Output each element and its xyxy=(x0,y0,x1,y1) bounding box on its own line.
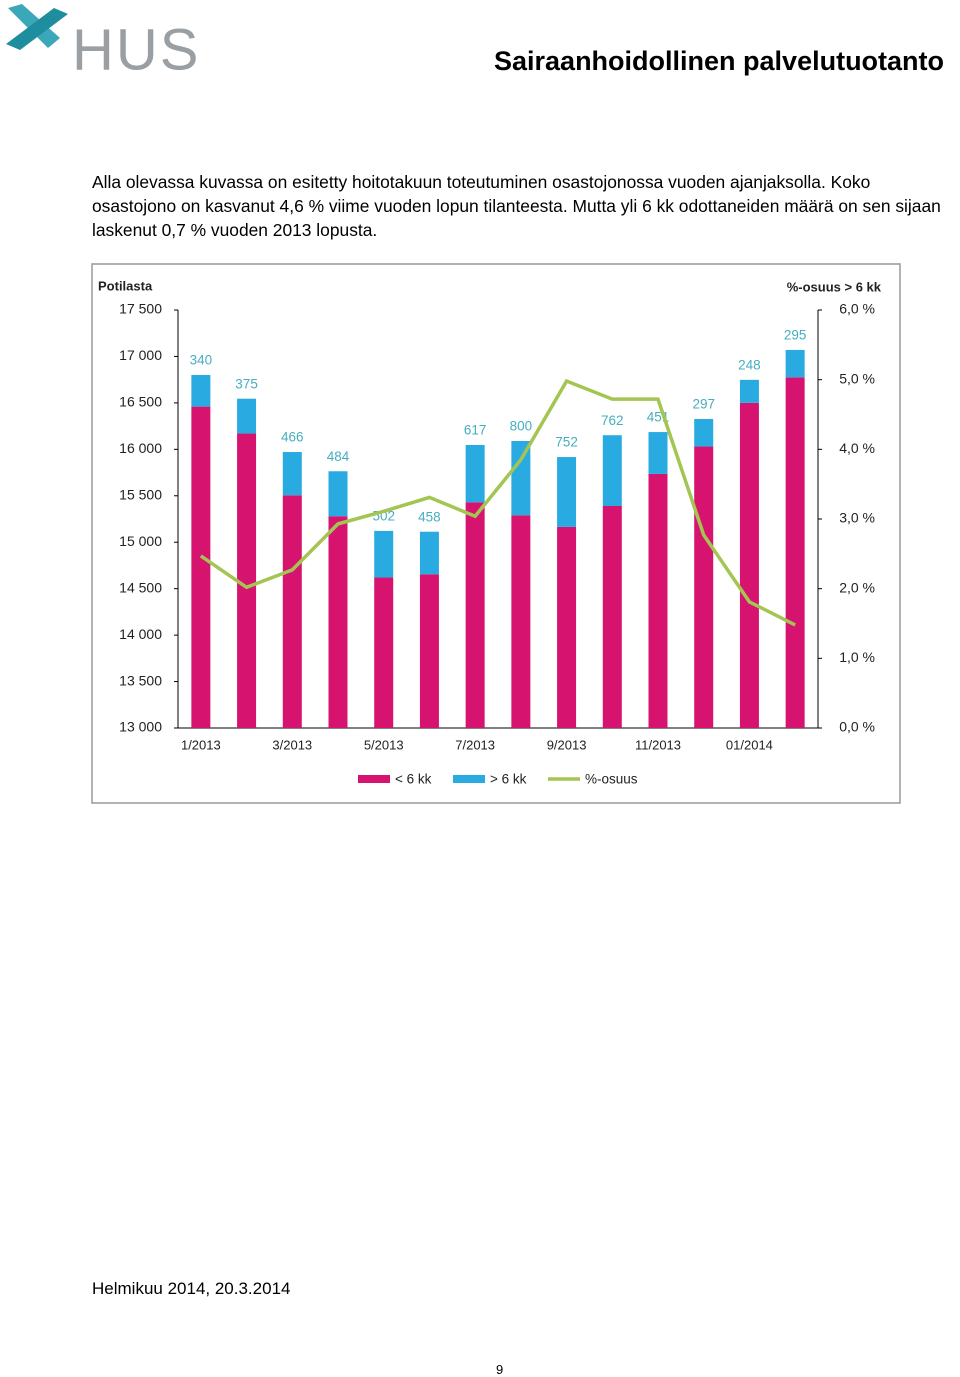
y2-tick-label: 2,0 % xyxy=(839,579,875,595)
legend-label: < 6 kk xyxy=(395,772,432,787)
y-tick-label: 14 500 xyxy=(119,579,162,595)
bar-segment xyxy=(739,379,759,403)
line-series xyxy=(199,378,796,627)
logo-text: HUS xyxy=(72,17,200,82)
legend-swatch xyxy=(358,775,390,783)
y-axis-title: Potilasta xyxy=(98,278,153,293)
chart-frame xyxy=(91,263,901,804)
logo: HUS xyxy=(6,4,200,82)
bar-segment xyxy=(282,495,302,728)
x-tick-label: 3/2013 xyxy=(272,737,312,752)
y-tick-label: 16 000 xyxy=(119,440,162,456)
data-label: 484 xyxy=(327,449,350,464)
bar-segment xyxy=(328,516,348,728)
x-tick-label: 7/2013 xyxy=(455,737,495,752)
bar-segment xyxy=(419,574,439,728)
y2-tick-label: 6,0 % xyxy=(839,301,875,317)
bar-segment xyxy=(602,505,622,728)
bar-segment xyxy=(374,530,394,578)
bar-segment xyxy=(694,446,714,728)
x-tick-label: 11/2013 xyxy=(635,737,681,752)
bar-segment xyxy=(785,349,805,378)
y2-tick-label: 0,0 % xyxy=(839,719,875,735)
x-tick-label: 01/2014 xyxy=(726,737,773,752)
data-label: 248 xyxy=(738,357,761,372)
x-tick-label: 9/2013 xyxy=(547,737,587,752)
x-tick-label: 5/2013 xyxy=(364,737,404,752)
y-tick-label: 13 000 xyxy=(119,719,162,735)
data-label: 617 xyxy=(464,423,487,438)
bar-segment xyxy=(237,433,257,728)
y2-tick-label: 5,0 % xyxy=(839,370,875,386)
bar-segment xyxy=(328,471,348,517)
legend-label: > 6 kk xyxy=(490,772,527,787)
bar-segment xyxy=(282,452,302,496)
y2-axis-title: %-osuus > 6 kk xyxy=(787,279,882,294)
data-label: 752 xyxy=(555,435,578,450)
data-label: 466 xyxy=(281,430,304,445)
bar-segment xyxy=(237,398,257,434)
page-title: Sairaanhoidollinen palvelutuotanto xyxy=(494,46,945,76)
bar-segment xyxy=(465,502,485,728)
legend-swatch xyxy=(453,775,485,783)
bar-segment xyxy=(602,435,622,506)
bar-segment xyxy=(694,418,714,447)
x-tick-label: 1/2013 xyxy=(181,737,221,752)
y2-tick-label: 3,0 % xyxy=(839,510,875,526)
bar-segment xyxy=(191,406,211,728)
footer-date: Helmikuu 2014, 20.3.2014 xyxy=(92,1279,291,1298)
bar-segment xyxy=(511,515,531,728)
data-label: 295 xyxy=(784,328,807,343)
page-number: 9 xyxy=(496,1362,504,1377)
y-tick-label: 15 500 xyxy=(119,486,162,502)
bar-segment xyxy=(785,377,805,728)
paragraph: Alla olevassa kuvassa on esitetty hoitot… xyxy=(92,172,941,240)
y-tick-label: 17 500 xyxy=(119,301,162,317)
bar-segment xyxy=(465,444,485,503)
y2-tick-label: 4,0 % xyxy=(839,440,875,456)
y-tick-label: 14 000 xyxy=(119,626,162,642)
bar-segment xyxy=(191,375,211,407)
data-label: 297 xyxy=(692,397,715,412)
chart: Potilasta %-osuus > 6 kk 13 000 13 500 14 … xyxy=(91,263,901,804)
data-label: 340 xyxy=(190,353,213,368)
legend-label: %-osuus xyxy=(585,772,638,787)
logo-mark xyxy=(6,8,68,50)
data-label: 762 xyxy=(601,413,624,428)
y2-tick-label: 1,0 % xyxy=(839,649,875,665)
data-label: 800 xyxy=(510,419,533,434)
bar-segment xyxy=(648,432,668,474)
y-tick-label: 15 000 xyxy=(119,533,162,549)
bar-segment xyxy=(419,531,439,575)
bar-segment xyxy=(374,577,394,728)
bar-segment xyxy=(739,402,759,728)
bar-segment xyxy=(511,440,531,516)
data-label: 375 xyxy=(235,376,258,391)
y-tick-label: 13 500 xyxy=(119,672,162,688)
bar-segment xyxy=(648,473,668,728)
y-tick-label: 16 500 xyxy=(119,394,162,410)
data-label: 458 xyxy=(418,509,441,524)
bar-segment xyxy=(557,457,577,527)
y-tick-label: 17 000 xyxy=(119,347,162,363)
bar-segment xyxy=(557,526,577,728)
